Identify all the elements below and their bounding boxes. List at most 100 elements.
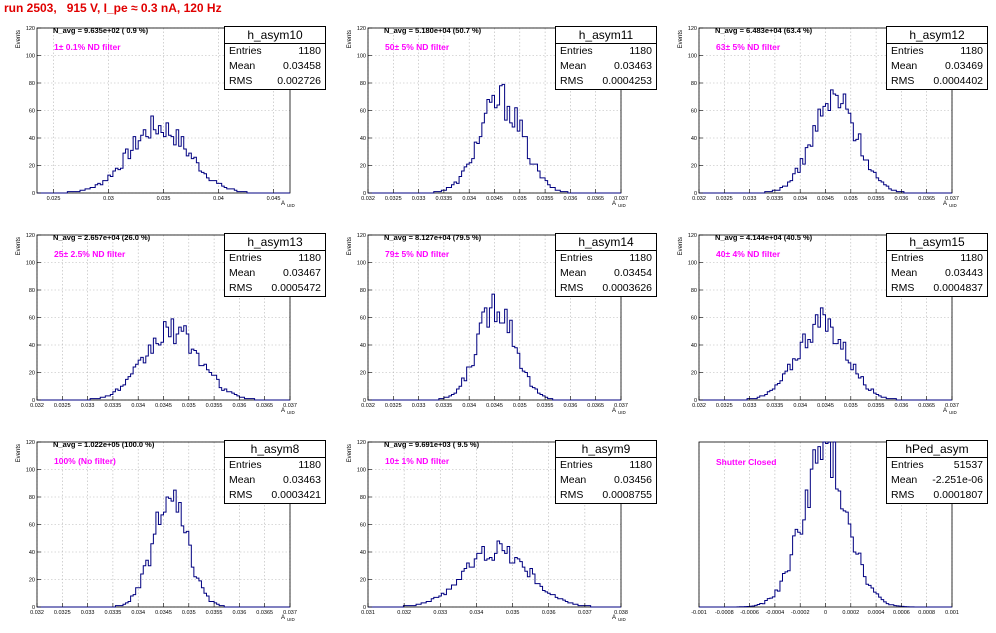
x-tick-label: 0.0335 [766, 196, 783, 202]
histogram-series-h_asym11 [368, 83, 621, 194]
stats-value-rms: 0.0004837 [933, 282, 983, 294]
stats-label-entries: Entries [229, 252, 262, 264]
x-tick-label: 0.031 [361, 610, 375, 616]
y-tick-label: 100 [26, 261, 35, 267]
y-tick-label: 120 [688, 233, 697, 239]
stats-label-mean: Mean [229, 474, 256, 486]
x-tick-label: 0.033 [81, 610, 95, 616]
x-axis-title: A [281, 408, 285, 414]
x-tick-label: 0.037 [578, 610, 592, 616]
x-axis-title: A [943, 408, 947, 414]
stats-box: hPed_asym Entries 51537 Mean -2.251e-06 RMS 0.… [886, 440, 988, 504]
stats-label-rms: RMS [891, 282, 915, 294]
y-tick-label: 80 [360, 81, 366, 87]
histogram-name: hPed_asym [887, 441, 987, 458]
x-axis-title: A [281, 201, 285, 207]
x-tick-label: 0.036 [895, 196, 909, 202]
histogram-panel-h_asym12: 0.032 0.0325 0.033 0.0335 0.034 0.0345 0.035 0.… [662, 12, 993, 219]
x-tick-label: 0.033 [743, 196, 757, 202]
x-tick-label: 0.032 [361, 403, 375, 409]
stats-value-rms: 0.0005472 [271, 282, 321, 294]
y-tick-label: 80 [360, 288, 366, 294]
histogram-name: h_asym12 [887, 27, 987, 44]
y-axis-title: Events [16, 30, 22, 48]
y-tick-label: 40 [29, 136, 35, 142]
y-tick-label: 60 [29, 316, 35, 322]
y-axis-title: Events [347, 237, 353, 255]
x-tick-label: 0.0355 [868, 403, 885, 409]
x-tick-label: 0.032 [692, 196, 706, 202]
y-tick-label: 100 [26, 54, 35, 60]
y-tick-label: 80 [29, 288, 35, 294]
stats-row-entries: Entries 1180 [887, 44, 987, 59]
stats-label-entries: Entries [560, 459, 593, 471]
n-avg-label: N_avg = 9.635e+02 ( 0.9 %) [53, 26, 149, 35]
x-tick-label: 0.034 [462, 403, 476, 409]
n-avg-label: N_avg = 8.127e+04 (79.5 %) [384, 233, 482, 242]
y-tick-label: 60 [691, 109, 697, 115]
x-tick-label: 0.0325 [54, 610, 71, 616]
n-avg-label: N_avg = 9.691e+03 ( 9.5 %) [384, 440, 480, 449]
x-tick-label: 0.034 [131, 403, 145, 409]
stats-box: h_asym10 Entries 1180 Mean 0.03458 RMS 0.00272… [224, 26, 326, 90]
stats-value-mean: 0.03443 [945, 267, 983, 279]
x-tick-label: 0.025 [47, 196, 61, 202]
x-tick-label: 0.034 [131, 610, 145, 616]
stats-label-rms: RMS [560, 75, 584, 87]
x-axis-title-subscript: UID [618, 410, 627, 415]
y-tick-label: 0 [694, 398, 697, 404]
histogram-name: h_asym14 [556, 234, 656, 251]
y-tick-label: 60 [29, 523, 35, 529]
y-tick-label: 20 [360, 164, 366, 170]
n-avg-label: N_avg = 2.657e+04 (26.0 %) [53, 233, 151, 242]
histogram-name: h_asym10 [225, 27, 325, 44]
x-tick-label: 0.03 [103, 196, 114, 202]
y-tick-label: 80 [360, 495, 366, 501]
stats-label-mean: Mean [560, 60, 587, 72]
y-tick-label: 80 [691, 288, 697, 294]
filter-label: 100% (No filter) [54, 456, 116, 466]
y-tick-label: 120 [357, 26, 366, 32]
y-tick-label: 20 [29, 371, 35, 377]
filter-label: Shutter Closed [716, 457, 777, 467]
y-tick-label: 60 [360, 109, 366, 115]
y-tick-label: 0 [363, 605, 366, 611]
histogram-series-h_asym14 [368, 293, 621, 401]
x-tick-label: 0.0355 [537, 196, 554, 202]
x-tick-label: 0.032 [361, 196, 375, 202]
stats-value-mean: 0.03456 [614, 474, 652, 486]
x-tick-label: 0.035 [513, 403, 527, 409]
x-tick-label: 0.001 [945, 610, 959, 616]
filter-label: 63± 5% ND filter [716, 42, 781, 52]
x-tick-label: 0.0355 [206, 610, 223, 616]
x-tick-label: -0.0002 [791, 610, 810, 616]
x-tick-label: 0.033 [81, 403, 95, 409]
n-avg-label: N_avg = 1.022e+05 (100.0 %) [53, 440, 155, 449]
stats-box: h_asym9 Entries 1180 Mean 0.03456 RMS 0.000875… [555, 440, 657, 504]
x-axis-title-subscript: UID [287, 410, 296, 415]
stats-value-mean: -2.251e-06 [932, 474, 983, 486]
x-axis-title: A [612, 408, 616, 414]
y-tick-label: 0 [32, 605, 35, 611]
stats-value-entries: 1180 [960, 252, 983, 264]
stats-row-entries: Entries 1180 [556, 458, 656, 473]
stats-label-entries: Entries [891, 252, 924, 264]
x-axis-title: A [612, 615, 616, 621]
stats-value-rms: 0.0003421 [271, 489, 321, 501]
y-tick-label: 60 [360, 523, 366, 529]
x-tick-label: 0.034 [470, 610, 484, 616]
stats-row-mean: Mean 0.03458 [225, 59, 325, 74]
stats-row-entries: Entries 1180 [556, 44, 656, 59]
x-tick-label: 0.033 [412, 403, 426, 409]
stats-label-rms: RMS [891, 489, 915, 501]
x-tick-label: 0.0345 [486, 196, 503, 202]
stats-value-rms: 0.0004402 [933, 75, 983, 87]
x-tick-label: 0.0335 [104, 403, 121, 409]
y-tick-label: 100 [26, 468, 35, 474]
stats-row-mean: Mean -2.251e-06 [887, 473, 987, 488]
x-tick-label: 0.035 [844, 403, 858, 409]
x-tick-label: 0.036 [564, 403, 578, 409]
stats-row-mean: Mean 0.03454 [556, 266, 656, 281]
y-tick-label: 20 [691, 371, 697, 377]
stats-label-entries: Entries [229, 45, 262, 57]
